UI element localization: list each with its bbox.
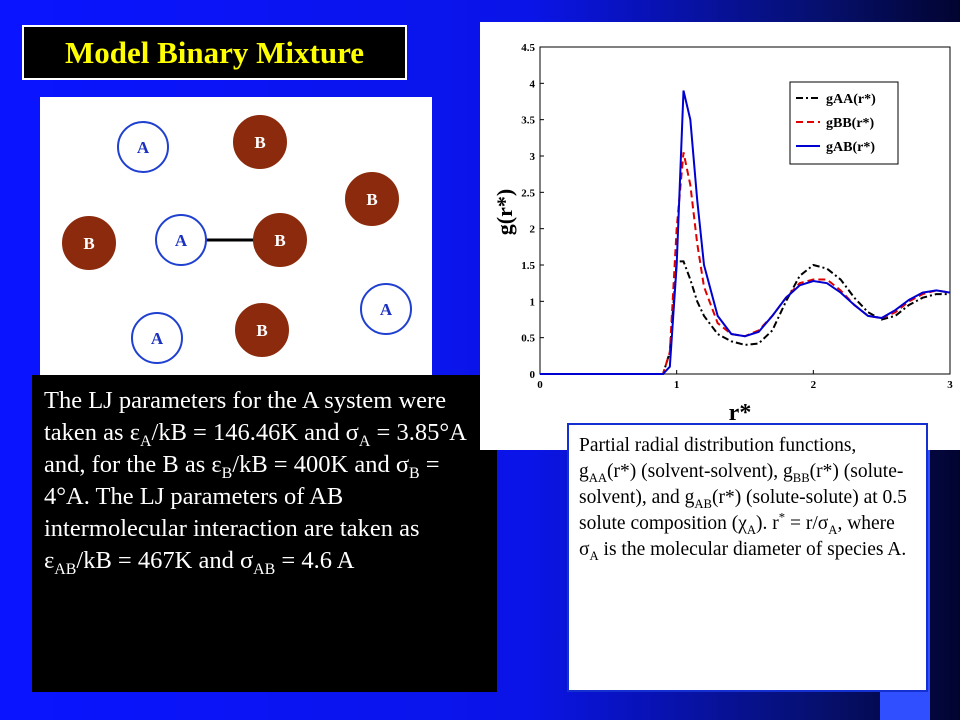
slide-title: Model Binary Mixture	[22, 25, 407, 80]
text-run: = 3.85°A and, for the B as ε	[44, 419, 466, 478]
text-run: /kB = 467K and σ	[76, 547, 254, 574]
diagram: A B B B A B A A B	[40, 97, 432, 380]
text-run: A	[828, 522, 838, 537]
text-run: B	[409, 464, 420, 482]
text-run: = 4.6 A	[275, 547, 355, 574]
text-run: ). r	[756, 513, 779, 534]
legend-label: gAA(r*)	[826, 92, 876, 107]
y-axis-label: g(r*)	[492, 189, 517, 235]
text-run: (r*) (solute-solute) at 0.5 solute compo…	[579, 487, 907, 534]
particle-label: B	[83, 234, 94, 253]
y-tick-label: 1.5	[521, 260, 535, 272]
particle	[360, 283, 412, 335]
text-run: B	[221, 464, 233, 482]
plot-frame	[539, 46, 951, 375]
y-tick-label: 0	[530, 369, 536, 381]
particle	[62, 216, 116, 270]
text-run: A	[589, 548, 599, 563]
text-run: A	[358, 432, 371, 450]
x-axis-label: r*	[729, 400, 752, 426]
text-run: AA	[588, 470, 608, 485]
series-line	[540, 90, 951, 375]
text-run: = r/σ	[785, 513, 829, 534]
text-run: *	[778, 510, 786, 525]
y-tick-label: 1	[530, 296, 536, 308]
particle	[345, 172, 399, 226]
text-run: (r*) (solvent-solvent), g	[607, 461, 793, 482]
particle-label: B	[274, 231, 285, 250]
legend-label: gBB(r*)	[826, 116, 875, 131]
y-tick-label: 0.5	[521, 333, 535, 345]
particle-label: B	[366, 190, 377, 209]
text-run: A	[746, 522, 757, 537]
particle	[233, 115, 287, 169]
particle	[155, 214, 207, 266]
y-tick-label: 2	[530, 224, 536, 236]
y-tick-label: 3.5	[521, 115, 535, 127]
y-tick-label: 4	[530, 78, 536, 90]
text-run: , where σ	[579, 513, 895, 560]
text-run: /kB = 400K and σ	[232, 451, 410, 478]
particle-label: A	[175, 231, 188, 250]
y-tick-label: 2.5	[521, 187, 535, 199]
particle	[131, 312, 183, 364]
x-tick-label: 1	[674, 379, 680, 391]
text-run: The LJ parameters for the A system were …	[44, 387, 447, 446]
x-tick-label: 3	[947, 379, 953, 391]
text-run: Partial radial distribution functions, g	[579, 435, 857, 482]
legend-label: gAB(r*)	[826, 140, 875, 155]
particle-label: A	[137, 138, 150, 157]
text-run: = 4°A. The LJ parameters of AB intermole…	[44, 451, 440, 574]
y-tick-label: 3	[530, 151, 536, 163]
text-run: is the molecular diameter of species A.	[598, 539, 907, 560]
chart: 0 0.5 1 1.5 2 2.5 3 3.5 4 4.5 0 1 2 3 r* g(r*) gAA(r*) gB…	[480, 22, 960, 450]
particle-label: A	[380, 300, 393, 319]
particle	[117, 121, 169, 173]
text-run: (r*) (solute-solvent), and g	[579, 461, 904, 508]
particle-label: A	[151, 329, 164, 348]
text-run: AB	[694, 496, 712, 511]
particle-label: B	[254, 133, 265, 152]
text-run: BB	[792, 470, 810, 485]
particle	[253, 213, 307, 267]
series-line	[540, 152, 951, 375]
x-tick-label: 0	[537, 379, 543, 391]
particle-label: B	[256, 321, 267, 340]
text-run: /kB = 146.46K and σ	[151, 419, 359, 446]
particle	[235, 303, 289, 357]
text-run: AB	[253, 560, 276, 578]
x-tick-label: 2	[811, 379, 817, 391]
text-run: AB	[54, 560, 77, 578]
text-run: A	[140, 432, 152, 450]
caption: Partial radial distribution functions, g…	[567, 423, 928, 692]
series-line	[540, 260, 950, 375]
y-tick-label: 4.5	[521, 42, 535, 54]
parameters-text: The LJ parameters for the A system were …	[32, 375, 497, 692]
